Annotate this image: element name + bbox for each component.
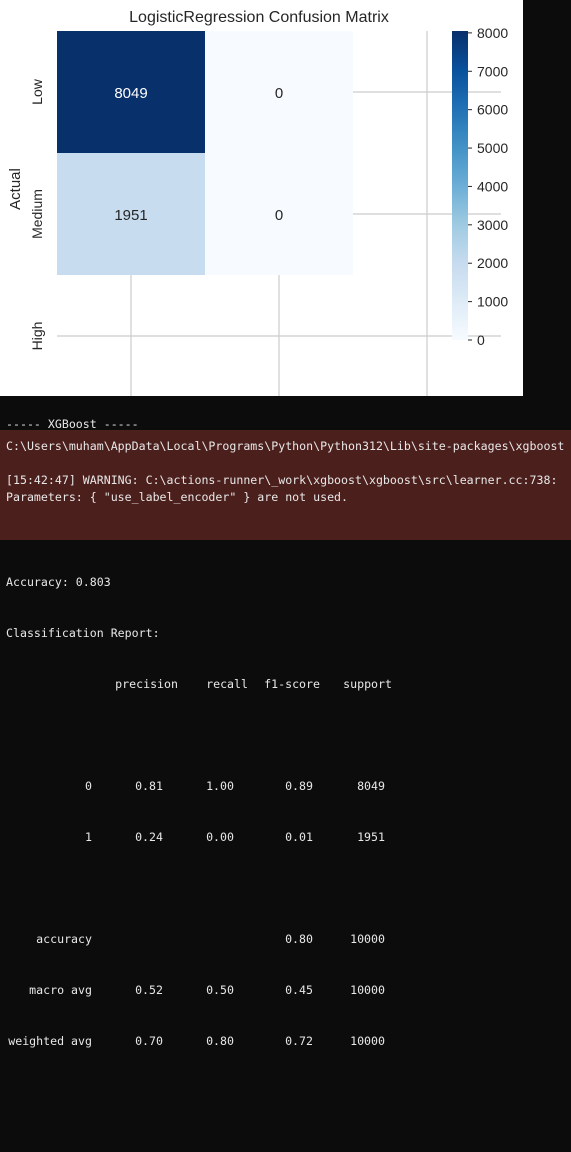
accuracy-line: Accuracy: 0.803 <box>6 575 111 589</box>
classification-report: Accuracy: 0.803 Classification Report: p… <box>6 540 392 1067</box>
support-value: 10000 <box>350 983 385 997</box>
support-value: 8049 <box>357 779 385 793</box>
chart-title: LogisticRegression Confusion Matrix <box>129 9 389 26</box>
report-header-row: precision recall f1-score support <box>6 676 392 693</box>
summary-row: accuracy 0.80 10000 <box>6 931 385 948</box>
warning-line: C:\Users\muham\AppData\Local\Programs\Py… <box>6 439 565 453</box>
y-tick-label: Low <box>29 78 45 105</box>
support-value: 10000 <box>350 932 385 946</box>
heatmap-cell <box>205 153 353 275</box>
warning-line: Parameters: { "use_label_encoder" } are … <box>6 490 349 504</box>
colorbar-tick-label: 3000 <box>477 217 508 233</box>
colorbar-tick-label: 0 <box>477 332 485 348</box>
column-header-recall: recall <box>206 677 248 691</box>
heatmap-cell <box>57 31 205 153</box>
confusion-matrix-figure: 8049 0 1951 0 LogisticRegression Confusion M… <box>0 0 523 396</box>
colorbar-tick-label: 4000 <box>477 178 508 194</box>
warning-block: C:\Users\muham\AppData\Local\Programs\Py… <box>0 430 571 540</box>
xgboost-header: ----- XGBoost ----- <box>6 417 139 431</box>
confusion-matrix-chart: 8049 0 1951 0 LogisticRegression Confusion M… <box>7 9 508 396</box>
heatmap-cell <box>205 31 353 153</box>
colorbar-tick-label: 8000 <box>477 25 508 41</box>
colorbar-tick-label: 6000 <box>477 102 508 118</box>
colorbar-tick-label: 5000 <box>477 140 508 156</box>
y-axis-label: Actual <box>7 168 24 210</box>
cell-value-label: 8049 <box>114 85 147 102</box>
warning-line: [15:42:47] WARNING: C:\actions-runner\_w… <box>6 473 558 487</box>
report-row: 0 0.81 1.00 0.89 8049 <box>6 778 385 795</box>
column-header-precision: precision <box>115 677 178 691</box>
cell-value-label: 0 <box>275 85 283 102</box>
report-title: Classification Report: <box>6 626 160 640</box>
summary-row: macro avg 0.52 0.50 0.45 10000 <box>6 982 385 999</box>
support-value: 10000 <box>350 1034 385 1048</box>
colorbar <box>452 31 468 340</box>
support-value: 1951 <box>357 830 385 844</box>
colorbar-tick-label: 2000 <box>477 255 508 271</box>
y-tick-label: High <box>29 322 45 351</box>
heatmap-cell <box>57 153 205 275</box>
report-row: 1 0.24 0.00 0.01 1951 <box>6 829 385 846</box>
column-header-f1: f1-score <box>264 677 320 691</box>
colorbar-tick-label: 7000 <box>477 63 508 79</box>
cell-value-label: 1951 <box>114 207 147 224</box>
column-header-support: support <box>343 677 392 691</box>
summary-row: weighted avg 0.70 0.80 0.72 10000 <box>6 1033 385 1050</box>
colorbar-tick-label: 1000 <box>477 294 508 310</box>
cell-value-label: 0 <box>275 207 283 224</box>
y-tick-label: Medium <box>29 189 45 239</box>
